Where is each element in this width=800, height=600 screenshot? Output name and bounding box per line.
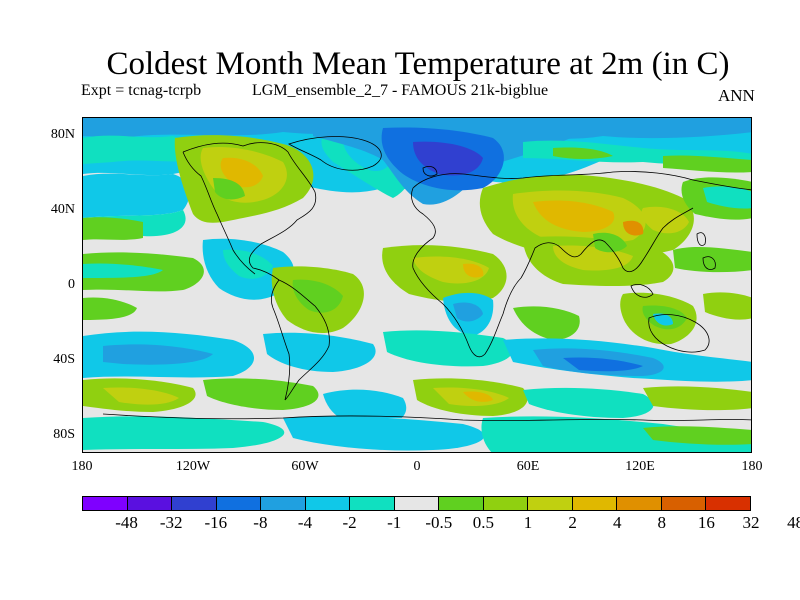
coastlines <box>102 136 751 421</box>
colorbar-tick-label: -32 <box>159 513 183 532</box>
eurasia-anomaly-field <box>83 174 751 258</box>
colorbar-tick-label: 32 <box>742 513 760 532</box>
lat-label-equator: 0 <box>68 277 75 292</box>
plot-title: Coldest Month Mean Temperature at 2m (in… <box>106 46 730 82</box>
colorbar-tick-label: -1 <box>387 513 402 532</box>
lat-label-40s: 40S <box>53 352 75 367</box>
colorbar-swatch <box>706 497 750 510</box>
colorbar-swatch <box>661 497 707 510</box>
lon-label-120e: 120E <box>625 459 655 474</box>
colorbar-swatch <box>483 497 529 510</box>
colorbar-tick-label: -48 <box>115 513 138 532</box>
colorbar-tick-label: -16 <box>204 513 228 532</box>
map-panel <box>82 117 752 453</box>
tropics-anomaly-field <box>83 232 751 345</box>
lon-label-60e: 60E <box>516 459 540 474</box>
colorbar-tick-label: -4 <box>297 513 313 532</box>
colorbar-tick-label: 1 <box>523 513 533 532</box>
lat-label-80n: 80N <box>50 127 75 142</box>
colorbar-swatch <box>216 497 262 510</box>
colorbar-swatch <box>305 497 351 510</box>
colorbar <box>82 496 751 511</box>
colorbar-tick-label: 4 <box>612 513 622 532</box>
lat-label-40n: 40N <box>50 202 75 217</box>
colorbar-swatch <box>439 497 484 510</box>
lon-label-60w: 60W <box>291 459 319 474</box>
lon-label-0: 0 <box>413 459 421 474</box>
colorbar-tick-label: 16 <box>697 513 715 532</box>
colorbar-tick-label: -2 <box>342 513 357 532</box>
colorbar-swatch <box>83 497 128 510</box>
colorbar-swatch <box>261 497 306 510</box>
run-label: LGM_ensemble_2_7 - FAMOUS 21k-bigblue <box>252 82 549 99</box>
experiment-label: Expt = tcnag-tcrpb <box>81 82 202 99</box>
colorbar-tick-label: 0.5 <box>472 513 495 532</box>
colorbar-swatch <box>572 497 618 510</box>
lon-label-180w: 180 <box>71 459 93 474</box>
lat-label-80s: 80S <box>53 427 75 442</box>
colorbar-tick-label: 2 <box>568 513 577 532</box>
colorbar-swatch <box>528 497 573 510</box>
colorbar-tick-label: -0.5 <box>425 513 453 532</box>
southern-anomaly-field <box>83 330 751 452</box>
lon-label-180e: 180 <box>741 459 763 474</box>
arctic-anomaly-field <box>83 118 751 237</box>
colorbar-tick-label: 48 <box>787 513 800 532</box>
colorbar-swatch <box>350 497 395 510</box>
season-label: ANN <box>718 86 755 105</box>
colorbar-tick-label: 8 <box>657 513 667 532</box>
lon-label-120w: 120W <box>175 459 211 474</box>
colorbar-tick-label: -8 <box>253 513 268 532</box>
colorbar-swatch <box>127 497 173 510</box>
colorbar-swatch <box>617 497 662 510</box>
colorbar-swatch <box>172 497 217 510</box>
temperature-map <box>83 118 751 452</box>
colorbar-swatch <box>394 497 440 510</box>
